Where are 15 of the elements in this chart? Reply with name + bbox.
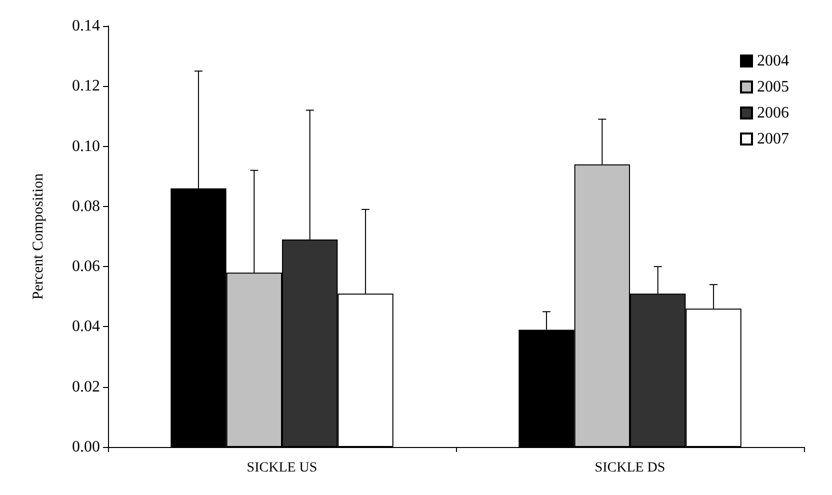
y-tick-label: 0.08: [72, 198, 100, 215]
legend-label: 2006: [757, 104, 789, 122]
legend-label: 2007: [757, 130, 789, 148]
y-tick-label: 0.00: [72, 438, 100, 456]
y-tick-label: 0.04: [72, 318, 100, 336]
x-tick-label: SICKLE US: [246, 460, 318, 476]
y-tick-label: 0.14: [72, 18, 100, 34]
x-tick-label: SICKLE DS: [594, 460, 666, 476]
legend-label: 2004: [757, 52, 789, 70]
y-tick-label: 0.02: [72, 378, 100, 396]
y-axis-title: Percent Composition: [30, 172, 46, 300]
y-tick-label: 0.10: [72, 138, 100, 155]
y-tick-label: 0.12: [72, 78, 100, 95]
legend-label: 2005: [757, 78, 789, 96]
y-tick-label: 0.06: [72, 258, 100, 276]
